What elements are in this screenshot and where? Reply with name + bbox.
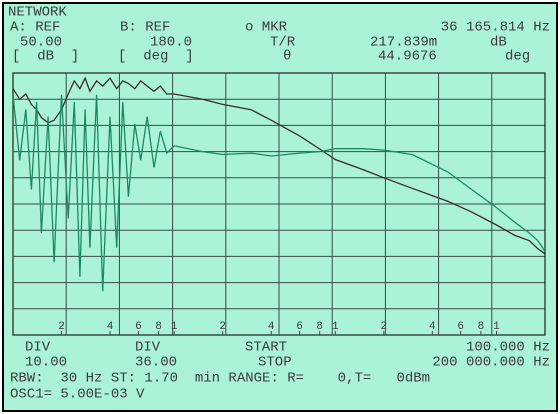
- stop-value: 200 000.000 Hz: [432, 355, 550, 371]
- marker: o MKR: [245, 20, 288, 36]
- tr-unit: dB: [490, 35, 507, 51]
- a-ref: A: REF: [10, 20, 60, 36]
- a-unit: [ dB ]: [12, 49, 79, 65]
- b-div: DIV: [135, 340, 161, 356]
- x-tick-label: 8: [478, 321, 485, 333]
- stop: STOP: [258, 355, 292, 371]
- tr: T/R: [270, 35, 296, 51]
- tr-value: 217.839m: [370, 35, 437, 51]
- osc: OSC1= 5.00E-03 V: [10, 387, 145, 403]
- a-div: DIV: [25, 340, 51, 356]
- x-tick-label: 2: [381, 321, 388, 333]
- x-tick-label: 2: [219, 321, 226, 333]
- x-tick-label: 4: [268, 321, 275, 333]
- x-tick-label: 1: [493, 321, 500, 333]
- x-tick-label: 6: [296, 321, 303, 333]
- b-value: 180.0: [150, 35, 192, 51]
- trace: [12, 94, 546, 292]
- start: START: [245, 340, 287, 356]
- trace: [12, 76, 546, 255]
- a-div-value: 10.00: [25, 355, 67, 371]
- x-tick-label: 1: [332, 321, 339, 333]
- mode: NETWORK: [8, 5, 67, 21]
- b-div-value: 36.00: [135, 355, 177, 371]
- theta-value: 44.9676: [378, 49, 437, 65]
- x-tick-label: 4: [107, 321, 114, 333]
- theta-unit: deg: [505, 49, 530, 65]
- x-tick-label: 1: [171, 321, 178, 333]
- x-tick-label: 8: [155, 321, 162, 333]
- marker-freq: 36 165.814 Hz: [441, 20, 550, 36]
- a-value: 50.00: [20, 35, 62, 51]
- start-value: 100.000 Hz: [466, 340, 550, 356]
- x-tick-label: 8: [316, 321, 323, 333]
- theta: θ: [283, 49, 291, 65]
- x-tick-label: 6: [457, 321, 464, 333]
- x-tick-label: 6: [135, 321, 142, 333]
- b-unit: [ deg ]: [118, 49, 194, 65]
- rbw: RBW: 30 Hz ST: 1.70 min RANGE: R= 0,T= 0…: [10, 371, 430, 387]
- x-tick-label: 2: [58, 321, 65, 333]
- b-ref: B: REF: [120, 20, 170, 36]
- x-tick-label: 4: [429, 321, 436, 333]
